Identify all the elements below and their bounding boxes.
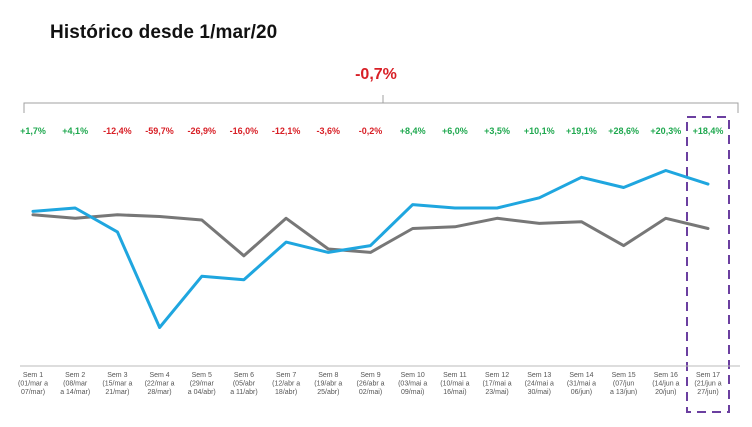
x-tick-label: Sem 10 (03/mai a 09/mai): [398, 372, 427, 396]
blue-series-line: [31, 169, 710, 329]
variation-label: -0,2%: [359, 126, 383, 136]
variation-label: +18,4%: [693, 126, 724, 136]
gray-series-line: [31, 213, 710, 258]
chart-title: Histórico desde 1/mar/20: [50, 22, 278, 43]
x-tick-label: Sem 12 (17/mai a 23/mai): [482, 372, 511, 396]
period-bracket: [23, 95, 739, 113]
variation-label: -12,4%: [103, 126, 132, 136]
x-tick-label: Sem 8 (19/abr a 25/abr): [314, 372, 342, 396]
x-tick-label: Sem 4 (22/mar a 28/mar): [145, 372, 175, 396]
x-tick-label: Sem 14 (31/mai a 06/jun): [567, 372, 596, 396]
variation-label: +4,1%: [62, 126, 88, 136]
x-tick-label: Sem 3 (15/mar a 21/mar): [102, 372, 132, 396]
variation-label: +28,6%: [608, 126, 639, 136]
x-tick-label: Sem 1 (01/mar a 07/mar): [18, 372, 48, 396]
variation-label: -3,6%: [317, 126, 341, 136]
x-tick-label: Sem 2 (08/mar a 14/mar): [60, 372, 90, 396]
variation-label: -12,1%: [272, 126, 301, 136]
variation-label: +1,7%: [20, 126, 46, 136]
x-tick-label: Sem 13 (24/mai a 30/mai): [525, 372, 554, 396]
x-tick-label: Sem 7 (12/abr a 18/abr): [272, 372, 300, 396]
variation-label: +20,3%: [650, 126, 681, 136]
variation-label: +19,1%: [566, 126, 597, 136]
variation-label: +3,5%: [484, 126, 510, 136]
variation-label: -16,0%: [230, 126, 259, 136]
weekly-variation-labels: +1,7% +4,1% -12,4% -59,7% -26,9% -16,0% -12,1%…: [20, 126, 723, 136]
variation-label: +6,0%: [442, 126, 468, 136]
x-tick-label: Sem 5 (29/mar a 04/abr): [188, 372, 216, 396]
x-tick-label: Sem 11 (10/mai a 16/mai): [440, 372, 469, 396]
x-axis-tick-labels: Sem 1 (01/mar a 07/mar) Sem 2 (08/mar a 14/ma…: [18, 372, 722, 396]
series-lines: [31, 169, 710, 329]
variation-label: -59,7%: [145, 126, 174, 136]
x-tick-label: Sem 9 (26/abr a 02/mai): [356, 372, 384, 396]
total-variation-label: -0,7%: [355, 66, 397, 83]
x-tick-label: Sem 16 (14/jun a 20/jun): [652, 372, 679, 396]
x-tick-label: Sem 17 (21/jun a 27/jun): [694, 372, 721, 396]
current-week-highlight: [686, 116, 730, 413]
variation-label: +10,1%: [524, 126, 555, 136]
x-tick-label: Sem 15 (07/jun a 13/jun): [610, 372, 637, 396]
variation-label: +8,4%: [400, 126, 426, 136]
variation-label: -26,9%: [187, 126, 216, 136]
x-tick-label: Sem 6 (05/abr a 11/abr): [230, 372, 258, 396]
